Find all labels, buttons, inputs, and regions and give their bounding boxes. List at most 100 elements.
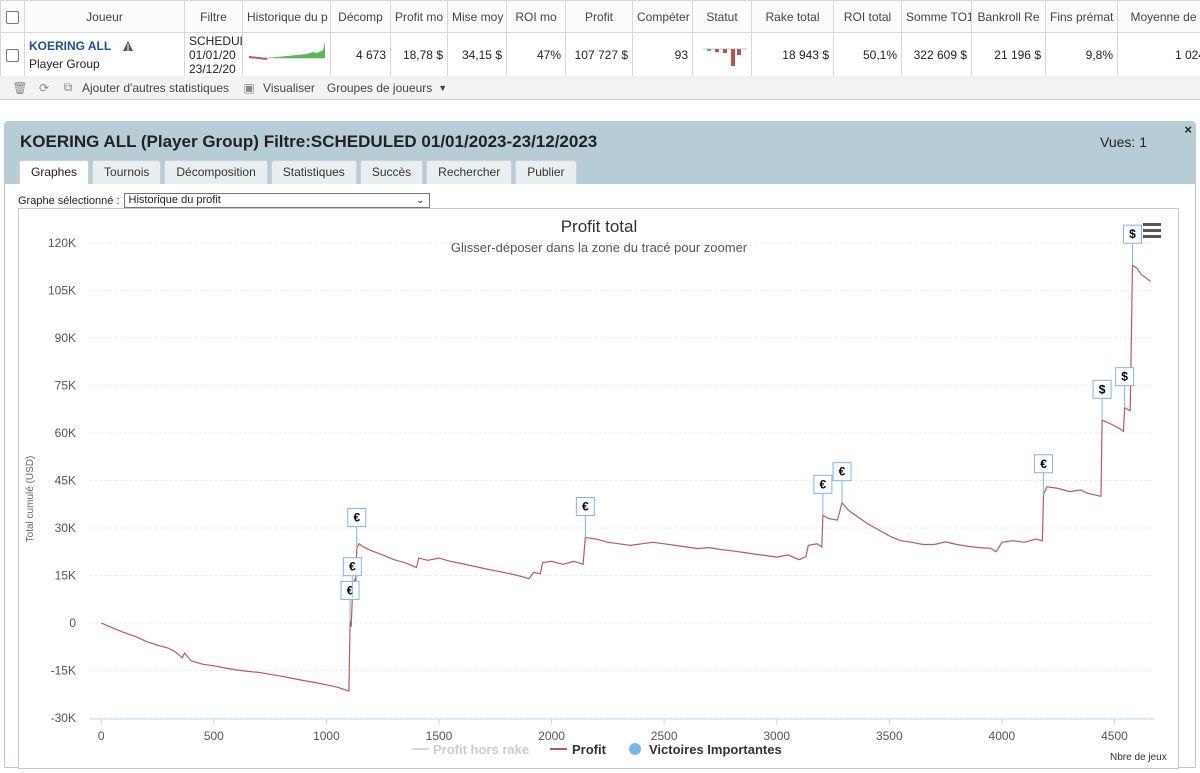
- graph-panel: KOERING ALL (Player Group) Filtre:SCHEDU…: [4, 121, 1196, 768]
- x-tick-label: 2000: [538, 729, 565, 743]
- visualize-button[interactable]: ▣ Visualiser: [241, 81, 315, 95]
- col-header[interactable]: Rake total: [752, 1, 834, 33]
- profit-sparkline: [247, 38, 327, 68]
- victory-flag[interactable]: €: [341, 581, 359, 621]
- flag-label: €: [839, 465, 846, 479]
- victory-flag[interactable]: €: [1035, 455, 1053, 495]
- cell-value: 9,8%: [1046, 33, 1118, 77]
- victory-flag[interactable]: €: [814, 475, 832, 515]
- profit-chart[interactable]: Profit total Glisser-déposer dans la zon…: [19, 209, 1180, 770]
- x-tick-label: 0: [98, 729, 105, 743]
- cell-value: 47%: [507, 33, 566, 77]
- menu-bar: [1143, 223, 1161, 226]
- cell-value: 322 609 $: [902, 33, 972, 77]
- tab-rechercher[interactable]: Rechercher: [426, 160, 512, 184]
- col-header[interactable]: Fins prémat: [1046, 1, 1118, 33]
- menu-bar: [1143, 229, 1161, 232]
- chart-menu-button[interactable]: [1143, 223, 1161, 238]
- cell-value: 93: [633, 33, 693, 77]
- col-header[interactable]: Moyenne de: [1118, 1, 1200, 33]
- player-grid: Joueur Filtre Historique du p Décomp Pro…: [0, 0, 1200, 77]
- col-header[interactable]: Profit mo: [391, 1, 448, 33]
- table-header-row: Joueur Filtre Historique du p Décomp Pro…: [1, 1, 1200, 33]
- col-header[interactable]: Joueur: [25, 1, 185, 33]
- sparkline-cell: [243, 33, 331, 77]
- image-icon: ▣: [241, 81, 257, 95]
- victory-flag[interactable]: €: [576, 498, 594, 538]
- grid-toolbar: 🗑 ⟳ ⧉ Ajouter d'autres statistiques ▣ Vi…: [0, 76, 1200, 100]
- groups-label: Groupes de joueurs: [327, 81, 432, 95]
- graph-select-value: Historique du profit: [129, 194, 221, 206]
- tab-statistiques[interactable]: Statistiques: [271, 160, 357, 184]
- flag-label: €: [582, 500, 589, 514]
- col-header[interactable]: ROI mo: [507, 1, 566, 33]
- legend-item-victoires[interactable]: Victoires Importantes: [649, 742, 782, 757]
- chart-subtitle: Glisser-déposer dans la zone du tracé po…: [451, 240, 748, 255]
- select-all-cell[interactable]: [1, 1, 25, 33]
- tab-graphes[interactable]: Graphes: [19, 160, 89, 184]
- col-header[interactable]: Filtre: [185, 1, 243, 33]
- x-tick-label: 500: [204, 729, 224, 743]
- player-name[interactable]: KOERING ALL: [29, 39, 111, 53]
- table-row[interactable]: KOERING ALL Player Group SCHEDUL 01/01/2…: [1, 33, 1200, 77]
- col-header[interactable]: Bankroll Re: [972, 1, 1046, 33]
- x-tick-label: 1500: [426, 729, 453, 743]
- victory-flag[interactable]: €: [833, 463, 851, 503]
- refresh-icon[interactable]: ⟳: [36, 81, 52, 95]
- col-header[interactable]: Profit: [566, 1, 633, 33]
- flag-label: $: [1099, 382, 1106, 396]
- cell-value: 1 024: [1118, 33, 1200, 77]
- legend-item-profit-hors-rake[interactable]: Profit hors rake: [433, 742, 529, 757]
- y-tick-label: -15K: [51, 664, 76, 678]
- chart-title: Profit total: [561, 217, 638, 236]
- col-header[interactable]: Historique du p: [243, 1, 331, 33]
- flag-label: $: [1129, 227, 1136, 241]
- graph-select[interactable]: Historique du profit ⌄: [124, 193, 430, 208]
- cell-value: 18 943 $: [752, 33, 834, 77]
- row-checkbox-cell[interactable]: [1, 33, 25, 77]
- x-axis-title: Nbre de jeux: [1110, 752, 1167, 763]
- select-all-checkbox[interactable]: [6, 11, 19, 24]
- chart-container[interactable]: Profit total Glisser-déposer dans la zon…: [18, 208, 1179, 769]
- player-cell[interactable]: KOERING ALL Player Group: [25, 33, 185, 77]
- col-header[interactable]: Mise moy: [448, 1, 507, 33]
- marker-layer[interactable]: €€€€€€€$$$: [341, 225, 1141, 621]
- col-header[interactable]: Décomp: [331, 1, 391, 33]
- y-tick-label: 120K: [48, 236, 76, 250]
- flag-label: €: [1040, 457, 1047, 471]
- panel-tabs: Graphes Tournois Décomposition Statistiq…: [19, 160, 577, 184]
- cell-value: 107 727 $: [566, 33, 633, 77]
- panel-title: KOERING ALL (Player Group) Filtre:SCHEDU…: [20, 132, 597, 152]
- y-tick-label: 75K: [55, 379, 76, 393]
- close-icon[interactable]: ×: [1184, 122, 1192, 137]
- add-stats-button[interactable]: ⧉ Ajouter d'autres statistiques: [60, 80, 229, 95]
- tab-publier[interactable]: Publier: [515, 160, 576, 184]
- tab-succes[interactable]: Succès: [360, 160, 423, 184]
- y-tick-label: 105K: [48, 284, 76, 298]
- cell-value: 21 196 $: [972, 33, 1046, 77]
- row-checkbox[interactable]: [6, 49, 19, 62]
- x-tick-label: 4000: [989, 729, 1016, 743]
- filter-line: 01/01/20: [189, 48, 238, 62]
- victory-flag[interactable]: $: [1123, 225, 1141, 265]
- col-header[interactable]: Compéter: [633, 1, 693, 33]
- legend[interactable]: Profit hors rake Profit Victoires Import…: [412, 742, 782, 757]
- groups-dropdown[interactable]: Groupes de joueurs ▼: [327, 81, 447, 95]
- tab-tournois[interactable]: Tournois: [92, 160, 161, 184]
- series-layer: [101, 265, 1150, 691]
- legend-item-profit[interactable]: Profit: [572, 742, 607, 757]
- tab-decomposition[interactable]: Décomposition: [164, 160, 267, 184]
- x-tick-label: 2500: [651, 729, 678, 743]
- victory-flag[interactable]: €: [348, 509, 366, 549]
- col-header[interactable]: Statut: [693, 1, 752, 33]
- flag-label: $: [1121, 370, 1128, 384]
- cell-value: 18,78 $: [391, 33, 448, 77]
- y-tick-label: 60K: [55, 426, 76, 440]
- views-count: Vues: 1: [1100, 134, 1147, 150]
- trash-icon[interactable]: 🗑: [12, 81, 28, 95]
- victory-flag[interactable]: $: [1093, 380, 1111, 420]
- col-header[interactable]: ROI total: [834, 1, 902, 33]
- col-header[interactable]: Somme TO1: [902, 1, 972, 33]
- grid-layer: [90, 243, 1155, 718]
